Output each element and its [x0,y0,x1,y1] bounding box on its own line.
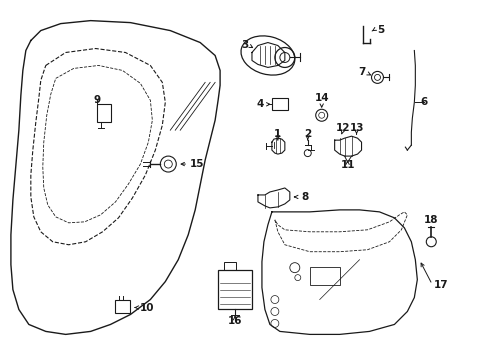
Text: 1: 1 [274,129,281,139]
Text: 8: 8 [301,192,308,202]
Text: 7: 7 [357,67,365,77]
Text: 13: 13 [348,123,363,133]
Text: 4: 4 [256,99,263,109]
Bar [224,262,236,270]
Text: 18: 18 [423,215,438,225]
Text: 5: 5 [376,24,383,35]
Text: 15: 15 [189,159,204,169]
Text: 17: 17 [433,280,447,289]
Text: 9: 9 [93,95,100,105]
Text: 3: 3 [241,40,248,50]
Text: 10: 10 [140,302,154,312]
Text: 6: 6 [420,97,427,107]
Bar [271,98,287,110]
Text: 11: 11 [340,160,354,170]
Text: 2: 2 [304,129,311,139]
Text: 12: 12 [335,123,349,133]
Bar [114,300,130,314]
Bar [218,270,251,310]
Text: 14: 14 [314,93,328,103]
Text: 16: 16 [227,316,242,327]
Bar [309,267,339,285]
Bar [96,104,110,122]
